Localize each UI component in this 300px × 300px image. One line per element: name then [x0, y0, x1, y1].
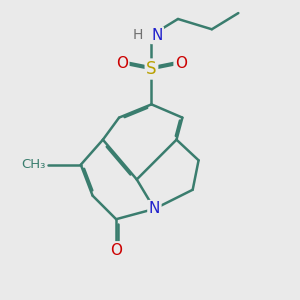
Text: N: N	[151, 28, 163, 43]
Text: O: O	[175, 56, 187, 70]
Text: N: N	[149, 201, 160, 216]
Text: H: H	[133, 28, 143, 42]
Text: O: O	[116, 56, 128, 70]
Text: O: O	[110, 243, 122, 258]
Text: CH₃: CH₃	[21, 158, 46, 171]
Text: S: S	[146, 60, 157, 78]
